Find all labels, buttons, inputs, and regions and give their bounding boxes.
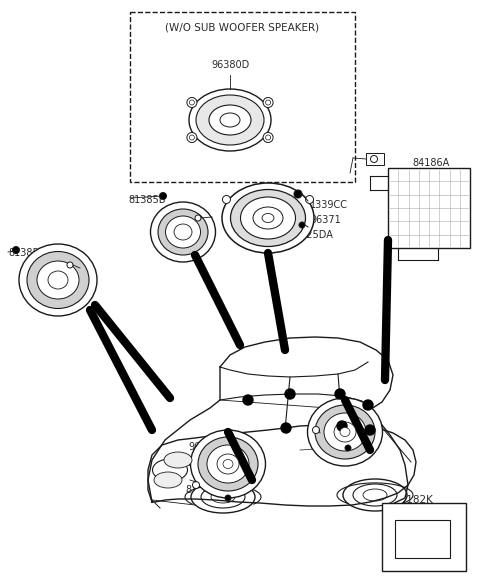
Ellipse shape <box>209 105 251 135</box>
Circle shape <box>306 196 313 203</box>
Circle shape <box>265 100 271 105</box>
Text: 96371E: 96371E <box>410 170 447 180</box>
Ellipse shape <box>211 491 235 503</box>
Circle shape <box>187 132 197 142</box>
Ellipse shape <box>189 89 271 151</box>
Circle shape <box>263 97 273 107</box>
Ellipse shape <box>166 216 201 248</box>
Circle shape <box>225 495 231 501</box>
Text: 81385B: 81385B <box>318 447 356 457</box>
Ellipse shape <box>217 454 239 474</box>
Ellipse shape <box>196 95 264 145</box>
Text: 1243FE: 1243FE <box>155 215 192 225</box>
Circle shape <box>312 427 320 434</box>
Circle shape <box>222 196 230 203</box>
Ellipse shape <box>315 405 375 459</box>
Circle shape <box>192 482 200 489</box>
Text: 96380D: 96380D <box>211 60 249 70</box>
Text: 1243FE: 1243FE <box>318 430 354 440</box>
Ellipse shape <box>151 202 216 262</box>
Ellipse shape <box>253 207 283 229</box>
Ellipse shape <box>37 261 79 299</box>
Circle shape <box>337 421 347 431</box>
Circle shape <box>12 247 20 254</box>
Circle shape <box>345 445 351 451</box>
Circle shape <box>335 389 345 399</box>
Ellipse shape <box>154 472 182 488</box>
Text: 81385B: 81385B <box>128 195 166 205</box>
Circle shape <box>195 215 201 221</box>
Text: 1125DA: 1125DA <box>295 230 334 240</box>
Ellipse shape <box>198 437 258 491</box>
Circle shape <box>67 262 73 268</box>
Circle shape <box>190 135 194 140</box>
Ellipse shape <box>201 486 245 508</box>
Ellipse shape <box>174 224 192 240</box>
Ellipse shape <box>158 209 208 255</box>
Bar <box>366 153 384 165</box>
Ellipse shape <box>324 413 366 451</box>
Ellipse shape <box>262 213 274 223</box>
Text: 1243FE: 1243FE <box>33 268 70 278</box>
Text: 1339CC: 1339CC <box>310 200 348 210</box>
Text: 96340D: 96340D <box>188 442 226 452</box>
Circle shape <box>159 192 167 199</box>
Circle shape <box>285 389 295 399</box>
Circle shape <box>187 97 197 107</box>
Ellipse shape <box>353 484 397 506</box>
Text: 81385B: 81385B <box>185 485 223 495</box>
Ellipse shape <box>240 197 296 239</box>
Circle shape <box>363 400 373 410</box>
Circle shape <box>371 155 377 162</box>
Ellipse shape <box>222 183 314 253</box>
Ellipse shape <box>343 479 407 511</box>
Circle shape <box>299 222 305 228</box>
Ellipse shape <box>164 452 192 468</box>
Bar <box>130 12 355 182</box>
Ellipse shape <box>191 430 265 498</box>
Ellipse shape <box>220 113 240 127</box>
Ellipse shape <box>27 251 89 308</box>
Ellipse shape <box>191 481 255 513</box>
Text: (W/O SUB WOOFER SPEAKER): (W/O SUB WOOFER SPEAKER) <box>165 22 319 32</box>
Ellipse shape <box>334 422 356 442</box>
Text: 96340E: 96340E <box>30 282 67 292</box>
Text: 84182K: 84182K <box>393 495 433 505</box>
Circle shape <box>281 423 291 433</box>
Ellipse shape <box>363 489 387 501</box>
Ellipse shape <box>223 459 233 468</box>
Text: 1243FE: 1243FE <box>188 458 224 468</box>
Circle shape <box>263 132 273 142</box>
Circle shape <box>243 395 253 405</box>
Text: 81385B: 81385B <box>8 248 46 258</box>
Bar <box>395 520 450 558</box>
Bar <box>388 168 470 248</box>
Text: 96340D: 96340D <box>318 415 356 425</box>
Bar <box>382 503 466 571</box>
Text: 96340E: 96340E <box>152 230 189 240</box>
Ellipse shape <box>48 271 68 289</box>
Circle shape <box>265 135 271 140</box>
Ellipse shape <box>230 189 305 247</box>
Text: 96371: 96371 <box>310 215 341 225</box>
Ellipse shape <box>19 244 97 316</box>
Ellipse shape <box>308 398 383 466</box>
Circle shape <box>365 425 375 435</box>
Ellipse shape <box>340 428 350 437</box>
Circle shape <box>294 190 302 198</box>
Circle shape <box>190 100 194 105</box>
Text: 84186A: 84186A <box>412 158 449 168</box>
Ellipse shape <box>153 459 188 481</box>
Ellipse shape <box>207 445 249 483</box>
